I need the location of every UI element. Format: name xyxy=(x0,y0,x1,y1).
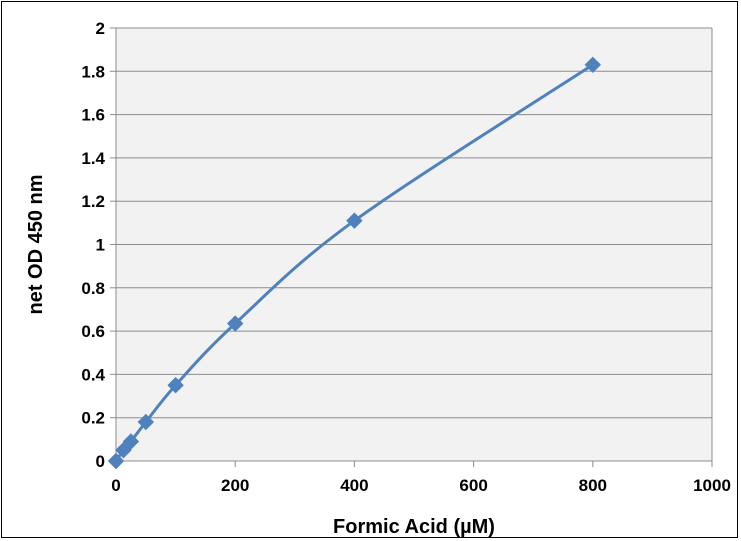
y-tick-label: 0.6 xyxy=(81,322,105,341)
data-point xyxy=(115,441,132,459)
data-point xyxy=(226,315,244,332)
x-tick-label: 400 xyxy=(340,476,368,495)
y-tick-label: 1.2 xyxy=(81,192,105,211)
y-tick-label: 0.8 xyxy=(81,279,105,298)
data-point xyxy=(137,413,155,431)
y-axis-title: net OD 450 nm xyxy=(25,174,47,314)
x-tick-label: 600 xyxy=(459,476,487,495)
data-point xyxy=(122,433,140,450)
y-tick-label: 0 xyxy=(96,452,105,471)
y-tick-label: 1.6 xyxy=(81,106,105,125)
x-tick-label: 200 xyxy=(221,476,249,495)
x-axis-title: Formic Acid (µM) xyxy=(333,516,495,538)
data-point xyxy=(584,56,602,74)
data-point xyxy=(107,452,125,470)
x-tick-label: 0 xyxy=(111,476,120,495)
data-point xyxy=(167,377,184,394)
y-tick-label: 1.4 xyxy=(81,149,105,168)
data-point xyxy=(346,212,363,229)
y-tick-label: 1.8 xyxy=(81,62,105,81)
x-axis-ticks: 0 200 400 600 800 1000 xyxy=(111,461,731,495)
x-tick-label: 800 xyxy=(579,476,607,495)
y-tick-label: 1 xyxy=(96,236,105,255)
gridlines xyxy=(115,27,713,462)
y-axis-ticks: 0 0.2 0.4 0.6 0.8 1 1.2 1.4 1.6 1.8 2 xyxy=(81,19,116,471)
data-points xyxy=(107,56,602,470)
x-tick-label: 1000 xyxy=(693,476,731,495)
y-tick-label: 0.2 xyxy=(81,409,105,428)
y-tick-label: 0.4 xyxy=(81,365,105,384)
y-tick-label: 2 xyxy=(96,19,105,38)
